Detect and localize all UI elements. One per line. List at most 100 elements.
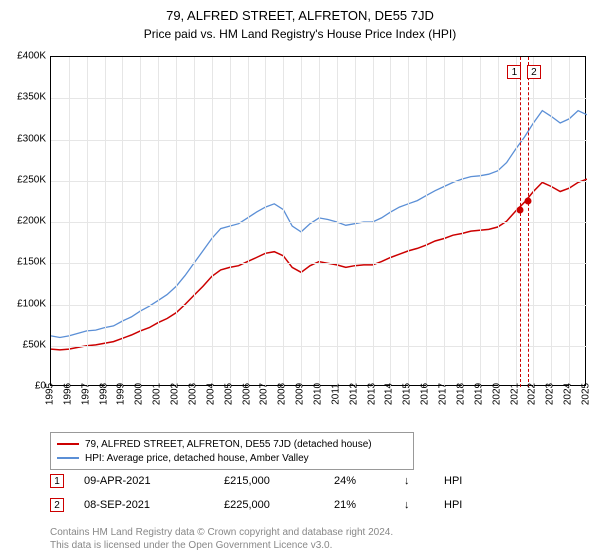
legend-label: 79, ALFRED STREET, ALFRETON, DE55 7JD (d… [85, 439, 372, 450]
chart-plot-area: 12 [50, 56, 586, 386]
x-axis-label: 2005 [223, 383, 234, 405]
y-axis-label: £300K [2, 133, 46, 144]
sale-date: 09-APR-2021 [84, 475, 224, 487]
x-axis-label: 2013 [366, 383, 377, 405]
x-axis-label: 2017 [438, 383, 449, 405]
gridline-x [373, 57, 374, 387]
x-axis-label: 2025 [581, 383, 592, 405]
gridline-x [426, 57, 427, 387]
marker-guideline [520, 57, 521, 387]
license-line-2: This data is licensed under the Open Gov… [50, 539, 393, 552]
y-axis-label: £350K [2, 92, 46, 103]
sale-hpi-label: HPI [444, 499, 462, 511]
gridline-x [69, 57, 70, 387]
gridline-x [355, 57, 356, 387]
chart-marker-box: 1 [507, 65, 521, 79]
x-axis-label: 2015 [402, 383, 413, 405]
gridline-x [498, 57, 499, 387]
x-axis-label: 2007 [259, 383, 270, 405]
y-axis-label: £250K [2, 174, 46, 185]
gridline-x [301, 57, 302, 387]
gridline-x [105, 57, 106, 387]
gridline-x [176, 57, 177, 387]
gridline-x [337, 57, 338, 387]
x-axis-label: 2022 [527, 383, 538, 405]
gridline-x [480, 57, 481, 387]
gridline-x [462, 57, 463, 387]
gridline-x [265, 57, 266, 387]
y-axis-label: £100K [2, 298, 46, 309]
marker-guideline [528, 57, 529, 387]
legend: 79, ALFRED STREET, ALFRETON, DE55 7JD (d… [50, 432, 414, 470]
down-arrow-icon: ↓ [404, 475, 444, 487]
x-axis-label: 2024 [563, 383, 574, 405]
sale-pct: 21% [334, 499, 404, 511]
chart-title: 79, ALFRED STREET, ALFRETON, DE55 7JD [0, 0, 600, 23]
sale-row-1: 1 09-APR-2021 £215,000 24% ↓ HPI [50, 474, 462, 488]
x-axis-label: 2002 [170, 383, 181, 405]
y-axis-label: £200K [2, 216, 46, 227]
gridline-x [87, 57, 88, 387]
x-axis-label: 2009 [295, 383, 306, 405]
sale-hpi-label: HPI [444, 475, 462, 487]
gridline-x [212, 57, 213, 387]
sale-row-2: 2 08-SEP-2021 £225,000 21% ↓ HPI [50, 498, 462, 512]
gridline-x [569, 57, 570, 387]
x-axis-label: 2023 [545, 383, 556, 405]
gridline-x [158, 57, 159, 387]
legend-item: HPI: Average price, detached house, Ambe… [57, 451, 407, 465]
x-axis-label: 1996 [62, 383, 73, 405]
y-axis-label: £50K [2, 339, 46, 350]
x-axis-label: 2020 [491, 383, 502, 405]
legend-swatch [57, 457, 79, 459]
gridline-x [194, 57, 195, 387]
down-arrow-icon: ↓ [404, 499, 444, 511]
x-axis-label: 1995 [45, 383, 56, 405]
gridline-x [140, 57, 141, 387]
chart-marker-box: 2 [527, 65, 541, 79]
x-axis-label: 2000 [134, 383, 145, 405]
x-axis-label: 2014 [384, 383, 395, 405]
x-axis-label: 2004 [205, 383, 216, 405]
x-axis-label: 1998 [98, 383, 109, 405]
sale-pct: 24% [334, 475, 404, 487]
gridline-x [516, 57, 517, 387]
x-axis-label: 1999 [116, 383, 127, 405]
x-axis-label: 1997 [80, 383, 91, 405]
legend-item: 79, ALFRED STREET, ALFRETON, DE55 7JD (d… [57, 437, 407, 451]
x-axis-label: 2010 [313, 383, 324, 405]
x-axis-label: 2016 [420, 383, 431, 405]
gridline-x [230, 57, 231, 387]
y-axis-label: £150K [2, 257, 46, 268]
y-axis-label: £0 [2, 381, 46, 392]
x-axis-label: 2011 [330, 383, 341, 405]
license-text: Contains HM Land Registry data © Crown c… [50, 526, 393, 552]
x-axis-label: 2021 [509, 383, 520, 405]
gridline-x [533, 57, 534, 387]
x-axis-label: 2006 [241, 383, 252, 405]
gridline-x [122, 57, 123, 387]
x-axis-label: 2012 [348, 383, 359, 405]
sale-dot [524, 198, 531, 205]
x-axis-label: 2008 [277, 383, 288, 405]
gridline-x [408, 57, 409, 387]
gridline-x [283, 57, 284, 387]
x-axis-label: 2003 [187, 383, 198, 405]
x-axis-label: 2001 [152, 383, 163, 405]
sale-dot [517, 206, 524, 213]
sale-price: £215,000 [224, 475, 334, 487]
sale-marker-1: 1 [50, 474, 64, 488]
gridline-x [551, 57, 552, 387]
sale-price: £225,000 [224, 499, 334, 511]
gridline-x [319, 57, 320, 387]
license-line-1: Contains HM Land Registry data © Crown c… [50, 526, 393, 539]
sale-marker-2: 2 [50, 498, 64, 512]
gridline-x [444, 57, 445, 387]
gridline-x [248, 57, 249, 387]
gridline-x [390, 57, 391, 387]
x-axis-label: 2019 [473, 383, 484, 405]
chart-subtitle: Price paid vs. HM Land Registry's House … [0, 23, 600, 41]
x-axis-label: 2018 [455, 383, 466, 405]
legend-swatch [57, 443, 79, 445]
sale-date: 08-SEP-2021 [84, 499, 224, 511]
